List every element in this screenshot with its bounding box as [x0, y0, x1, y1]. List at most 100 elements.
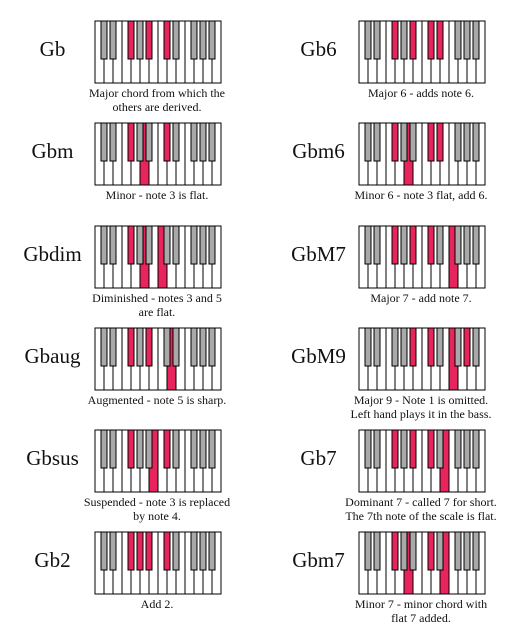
black-key-highlighted [127, 429, 135, 469]
black-key [208, 429, 216, 469]
keyboard [94, 327, 222, 391]
keyboard-diagram [358, 429, 486, 493]
keyboard-diagram [358, 122, 486, 186]
black-key [145, 225, 153, 265]
black-key [436, 327, 444, 367]
black-key [400, 531, 408, 571]
black-key [190, 531, 198, 571]
black-key [436, 429, 444, 469]
chord-name: Gb [39, 37, 66, 61]
chord-name: Gb2 [34, 548, 71, 572]
black-key [454, 20, 462, 60]
black-key-highlighted [163, 20, 171, 60]
black-key-highlighted [127, 225, 135, 265]
black-key [145, 122, 153, 162]
black-key [208, 122, 216, 162]
chord-caption: Add 2. [54, 597, 260, 611]
black-key [109, 429, 117, 469]
chord-caption: Suspended - note 3 is replaced by note 4. [54, 495, 260, 523]
black-key-highlighted [145, 20, 153, 60]
black-key [463, 531, 471, 571]
black-key-highlighted [427, 20, 435, 60]
black-key [109, 122, 117, 162]
keyboard-diagram [94, 327, 222, 391]
keyboard [358, 531, 486, 595]
chord-caption: Major 7 - add note 7. [318, 291, 524, 305]
black-key [409, 531, 417, 571]
black-key-highlighted [391, 20, 399, 60]
chord-name: Gb7 [300, 446, 337, 470]
black-key [172, 531, 180, 571]
black-key [391, 327, 399, 367]
chord-caption: Major 6 - adds note 6. [318, 86, 524, 100]
chord-caption: Major chord from which the others are der… [54, 86, 260, 114]
black-key [100, 20, 108, 60]
chord-name: GbM9 [291, 344, 346, 368]
black-key [199, 122, 207, 162]
black-key-highlighted [409, 429, 417, 469]
caption-line: Minor 7 - minor chord with [354, 597, 488, 611]
black-key-highlighted [409, 225, 417, 265]
black-key [163, 225, 171, 265]
black-key [364, 429, 372, 469]
black-key-highlighted [427, 429, 435, 469]
black-key-highlighted [409, 327, 417, 367]
caption-line: Diminished - notes 3 and 5 [92, 291, 222, 305]
keyboard [94, 531, 222, 595]
cropped-header-text [200, 0, 330, 4]
caption-line: Dominant 7 - called 7 for short. [345, 495, 497, 509]
black-key [409, 122, 417, 162]
black-key [109, 225, 117, 265]
black-key-highlighted [145, 531, 153, 571]
black-key-highlighted [436, 20, 444, 60]
caption-line: Left hand plays it in the bass. [350, 407, 492, 421]
black-key [208, 531, 216, 571]
black-key-highlighted [163, 122, 171, 162]
black-key [136, 122, 144, 162]
black-key [136, 225, 144, 265]
keyboard [358, 20, 486, 84]
keyboard [94, 225, 222, 289]
chord-name: Gbm6 [292, 139, 345, 163]
black-key [100, 225, 108, 265]
black-key [100, 327, 108, 367]
keyboard-diagram [94, 225, 222, 289]
caption-line: Major chord from which the [89, 86, 225, 100]
black-key [136, 20, 144, 60]
black-key [145, 429, 153, 469]
black-key [199, 327, 207, 367]
black-key-highlighted [145, 327, 153, 367]
caption-line: by note 4. [133, 509, 181, 523]
black-key [400, 122, 408, 162]
black-key [400, 327, 408, 367]
black-key [172, 225, 180, 265]
keyboard [358, 429, 486, 493]
black-key-highlighted [163, 531, 171, 571]
black-key [373, 429, 381, 469]
chord-caption: Minor 7 - minor chord with flat 7 added. [318, 597, 524, 625]
caption-line: are flat. [138, 305, 176, 319]
chord-name: Gbm7 [292, 548, 345, 572]
black-key [373, 122, 381, 162]
black-key [373, 225, 381, 265]
black-key [400, 225, 408, 265]
black-key [190, 327, 198, 367]
black-key [199, 429, 207, 469]
black-key [208, 225, 216, 265]
caption-line: Augmented - note 5 is sharp. [87, 393, 227, 407]
caption-line: Major 9 - Note 1 is omitted. [353, 393, 489, 407]
black-key-highlighted [427, 531, 435, 571]
black-key [199, 20, 207, 60]
keyboard-diagram [358, 20, 486, 84]
keyboard [94, 429, 222, 493]
black-key-highlighted [391, 531, 399, 571]
black-key [364, 20, 372, 60]
black-key [100, 122, 108, 162]
black-key [199, 225, 207, 265]
black-key [472, 225, 480, 265]
keyboard-diagram [94, 429, 222, 493]
black-key [190, 122, 198, 162]
black-key [373, 327, 381, 367]
black-key-highlighted [127, 327, 135, 367]
black-key [472, 122, 480, 162]
